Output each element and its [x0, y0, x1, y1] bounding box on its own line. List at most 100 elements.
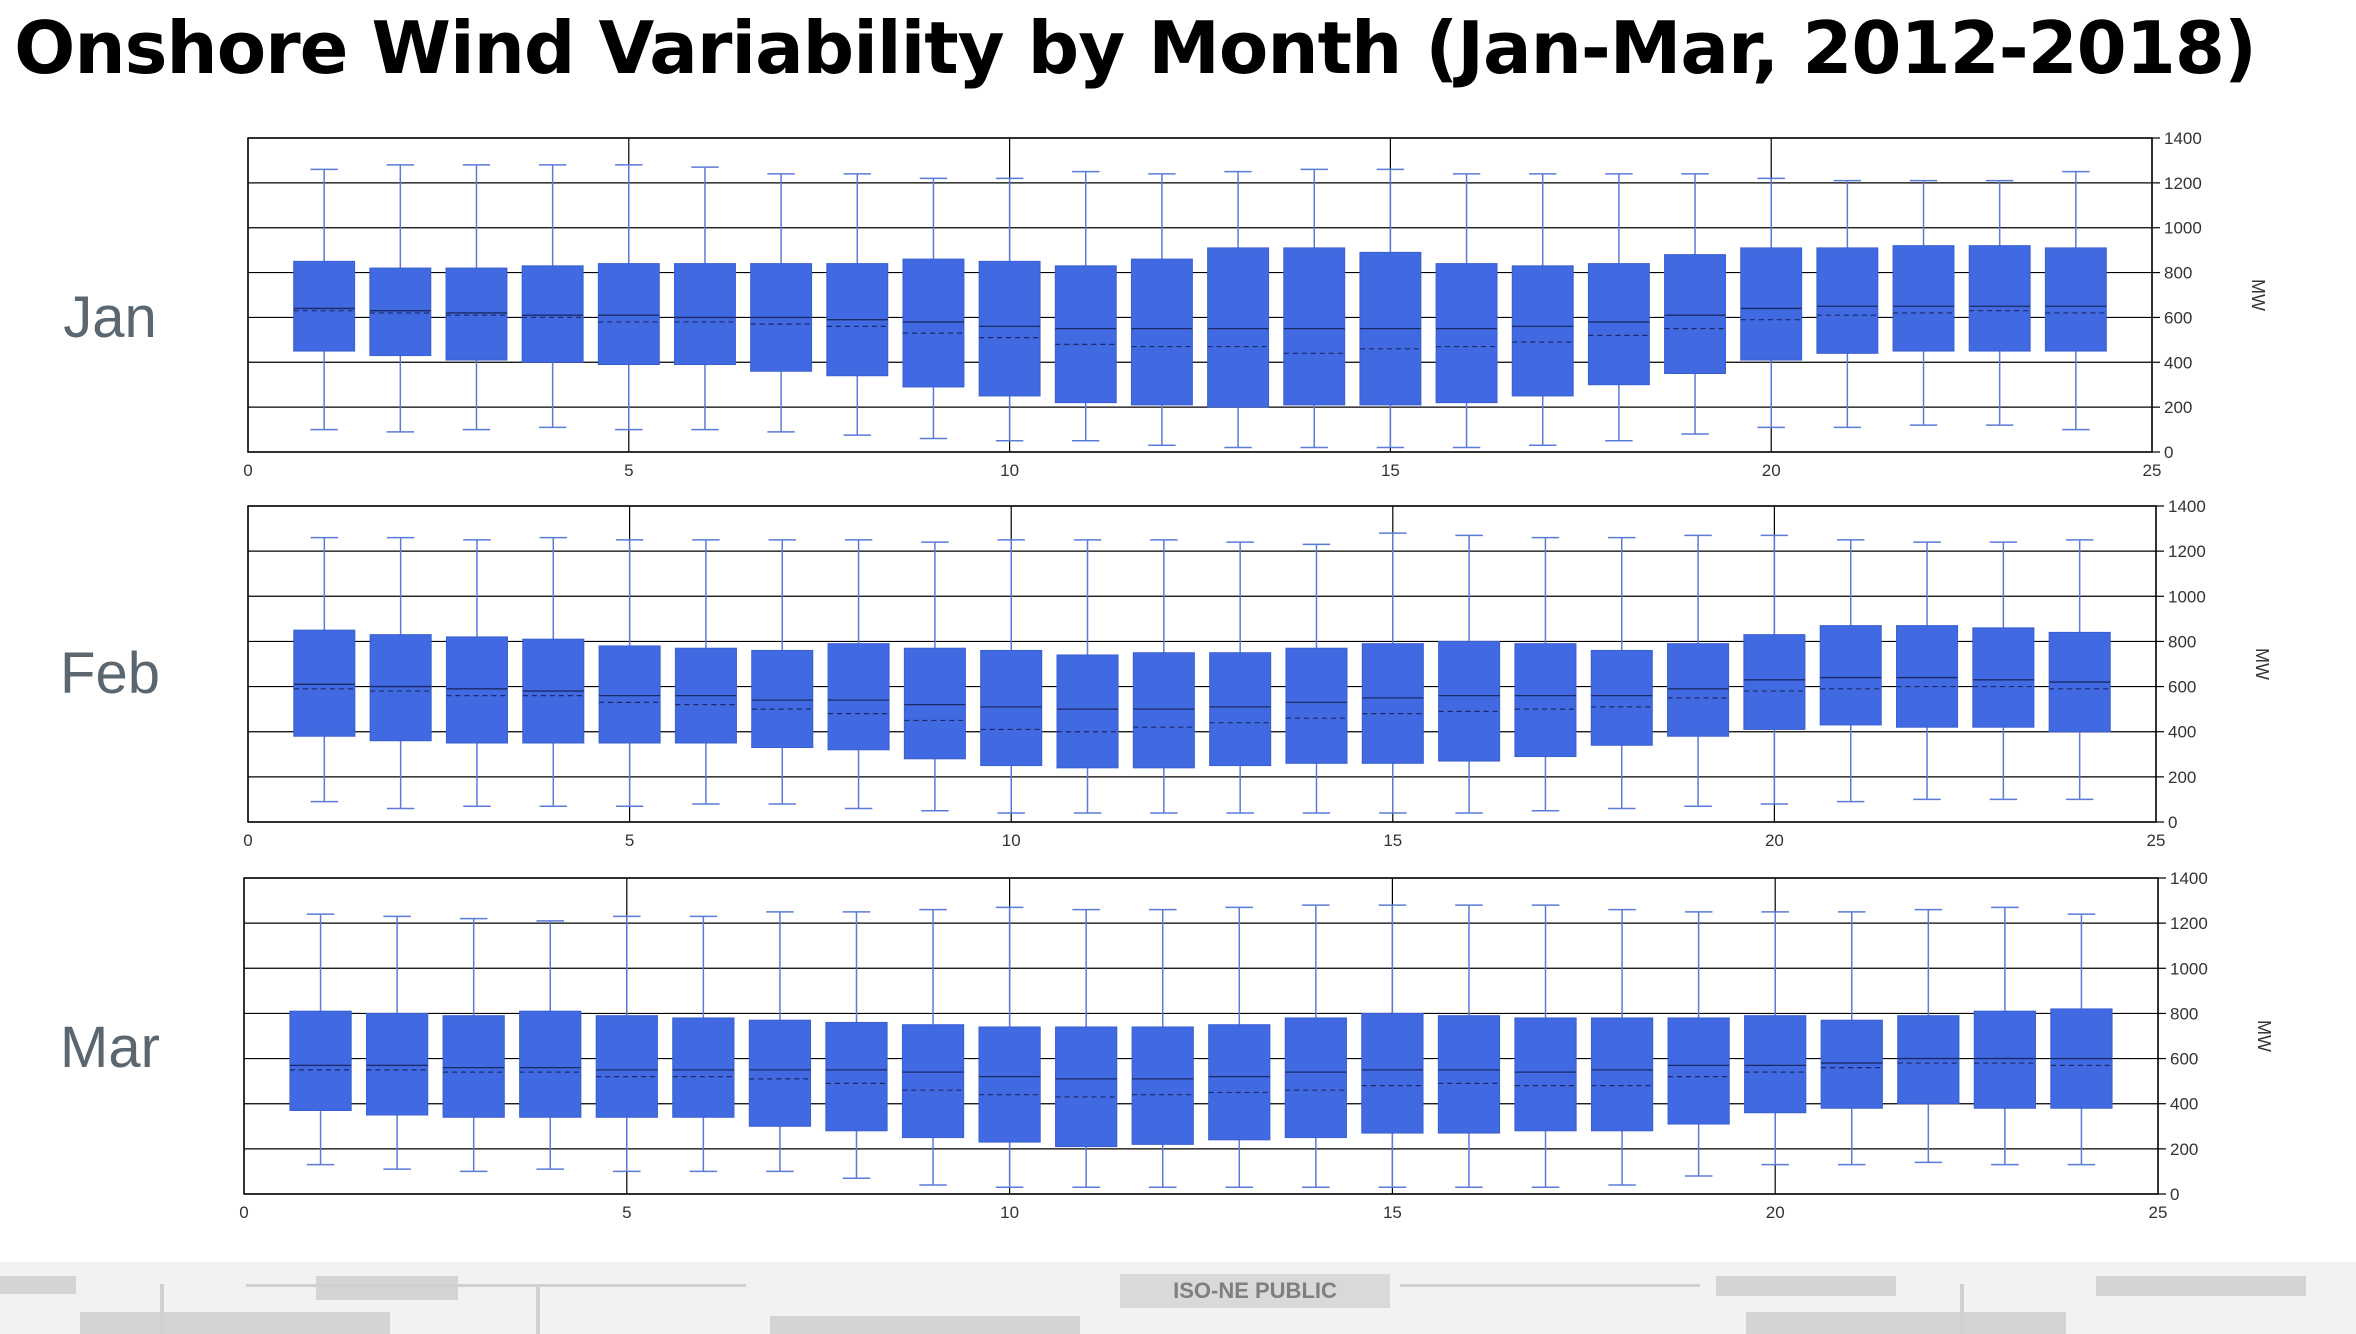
- panel-mar-y-tick-label: 400: [2170, 1095, 2198, 1114]
- panel-mar-box: [1667, 1017, 1730, 1125]
- panel-feb-box: [1819, 625, 1882, 726]
- panel-jan-box: [2044, 247, 2107, 352]
- panel-mar-box: [442, 1015, 505, 1118]
- panel-mar-box: [289, 1010, 352, 1111]
- panel-mar-x-tick-label: 20: [1766, 1203, 1785, 1222]
- panel-mar-box: [1744, 1015, 1807, 1114]
- footer-decoration: [2096, 1276, 2306, 1296]
- footer-decoration: [160, 1284, 164, 1334]
- panel-jan-y-tick-label: 400: [2164, 353, 2192, 372]
- panel-feb-y-tick-label: 800: [2168, 632, 2196, 651]
- footer-decoration: [1716, 1276, 1896, 1296]
- panel-mar-box: [978, 1026, 1041, 1143]
- panel-feb-box: [1361, 643, 1424, 764]
- panel-jan-box: [978, 260, 1041, 397]
- panel-feb-y-tick-label: 600: [2168, 678, 2196, 697]
- panel-jan-box: [1587, 263, 1650, 386]
- panel-feb-x-tick-label: 0: [243, 831, 252, 850]
- panel-mar-y-tick-label: 0: [2170, 1185, 2179, 1204]
- panel-feb-y-tick-label: 0: [2168, 813, 2177, 832]
- panel-mar-box: [1590, 1017, 1654, 1132]
- panel-jan-plot-frame: [247, 137, 2153, 453]
- panel-feb-x-tick-label: 5: [625, 831, 634, 850]
- panel-mar-x-tick-label: 0: [239, 1203, 248, 1222]
- panel-jan-box: [1740, 247, 1803, 361]
- panel-jan-y-tick-label: 1200: [2164, 174, 2202, 193]
- panel-jan-box: [902, 258, 965, 388]
- panel-mar-box: [748, 1019, 812, 1127]
- panel-jan-box: [1283, 247, 1346, 406]
- panel-jan-box: [597, 263, 660, 366]
- panel-mar-y-tick-label: 1200: [2170, 914, 2208, 933]
- panel-mar-box: [825, 1021, 888, 1132]
- panel-feb-box: [1667, 643, 1730, 737]
- panel-jan-box: [1892, 245, 1955, 352]
- panel-feb-box: [1514, 643, 1577, 758]
- panel-mar-y-tick-label: 1000: [2170, 959, 2208, 978]
- panel-feb-x-tick-label: 15: [1383, 831, 1402, 850]
- panel-jan-box: [1816, 247, 1879, 354]
- panel-feb-box: [751, 649, 814, 749]
- panel-jan-y-tick-label: 0: [2164, 443, 2173, 462]
- panel-mar-box: [1361, 1012, 1424, 1134]
- panel-jan-box: [1435, 263, 1498, 404]
- panel-jan-box: [445, 267, 508, 361]
- panel-mar-x-tick-label: 15: [1383, 1203, 1402, 1222]
- panel-feb-y-axis-label: MW: [2252, 648, 2272, 680]
- footer-decoration: [1400, 1284, 1700, 1287]
- panel-mar-box: [1820, 1019, 1883, 1109]
- panel-jan-y-axis-label: MW: [2248, 279, 2268, 311]
- panel-label-mar: Mar: [60, 1015, 160, 1080]
- panel-feb-box: [1972, 627, 2035, 728]
- footer-decoration: [770, 1316, 1080, 1334]
- panel-jan-x-tick-label: 15: [1381, 461, 1400, 480]
- panel-feb-y-tick-label: 200: [2168, 768, 2196, 787]
- panel-mar-y-axis-label: MW: [2254, 1020, 2274, 1052]
- panel-feb-x-tick-label: 25: [2147, 831, 2166, 850]
- panel-mar-y-tick-label: 200: [2170, 1140, 2198, 1159]
- panel-mar-box: [901, 1024, 965, 1139]
- panel-feb-box: [1056, 654, 1119, 769]
- panel-mar-box: [1284, 1017, 1347, 1139]
- footer-decoration: [80, 1312, 390, 1334]
- panel-jan-box: [521, 265, 584, 363]
- panel-jan-y-tick-label: 600: [2164, 308, 2192, 327]
- panel-jan-box: [1054, 265, 1117, 404]
- panel-label-feb: Feb: [60, 641, 160, 706]
- panel-jan-y-tick-label: 200: [2164, 398, 2192, 417]
- panel-mar-box: [365, 1012, 429, 1116]
- panel-mar-x-tick-label: 25: [2149, 1203, 2168, 1222]
- panel-feb-box: [1743, 634, 1806, 730]
- panel-feb-box: [827, 643, 890, 751]
- panel-mar-plot-frame: [243, 877, 2159, 1195]
- panel-feb-y-tick-label: 1200: [2168, 542, 2206, 561]
- footer-decoration: [0, 1276, 76, 1294]
- panel-jan-box: [1207, 247, 1270, 408]
- panel-feb-x-tick-label: 10: [1002, 831, 1021, 850]
- panel-feb-box: [293, 629, 356, 737]
- panel-mar-y-tick-label: 1400: [2170, 869, 2208, 888]
- panel-mar-y-tick-label: 800: [2170, 1004, 2198, 1023]
- footer-band: ISO-NE PUBLIC: [0, 1262, 2356, 1334]
- panel-jan-box: [1664, 254, 1727, 374]
- panel-jan-x-tick-label: 20: [1762, 461, 1781, 480]
- panel-mar-box: [1514, 1017, 1577, 1132]
- panel-jan-box: [1511, 265, 1574, 397]
- panel-feb-box: [369, 634, 432, 742]
- footer-decoration: [1960, 1284, 1964, 1334]
- panel-mar-box: [519, 1010, 582, 1118]
- panel-mar-box: [1208, 1024, 1271, 1141]
- panel-mar-box: [1055, 1026, 1118, 1148]
- panel-feb-box: [903, 647, 966, 760]
- panel-mar-box: [1131, 1026, 1194, 1145]
- chart-title: Onshore Wind Variability by Month (Jan-M…: [14, 6, 2257, 90]
- panel-feb-box: [598, 645, 661, 744]
- panel-feb-y-tick-label: 400: [2168, 723, 2196, 742]
- panel-feb-x-tick-label: 20: [1765, 831, 1784, 850]
- panel-feb-box: [1132, 652, 1195, 769]
- panel-jan-y-tick-label: 1400: [2164, 129, 2202, 148]
- panel-label-jan: Jan: [63, 285, 157, 350]
- panel-jan-box: [673, 263, 736, 366]
- panel-jan-x-tick-label: 0: [243, 461, 252, 480]
